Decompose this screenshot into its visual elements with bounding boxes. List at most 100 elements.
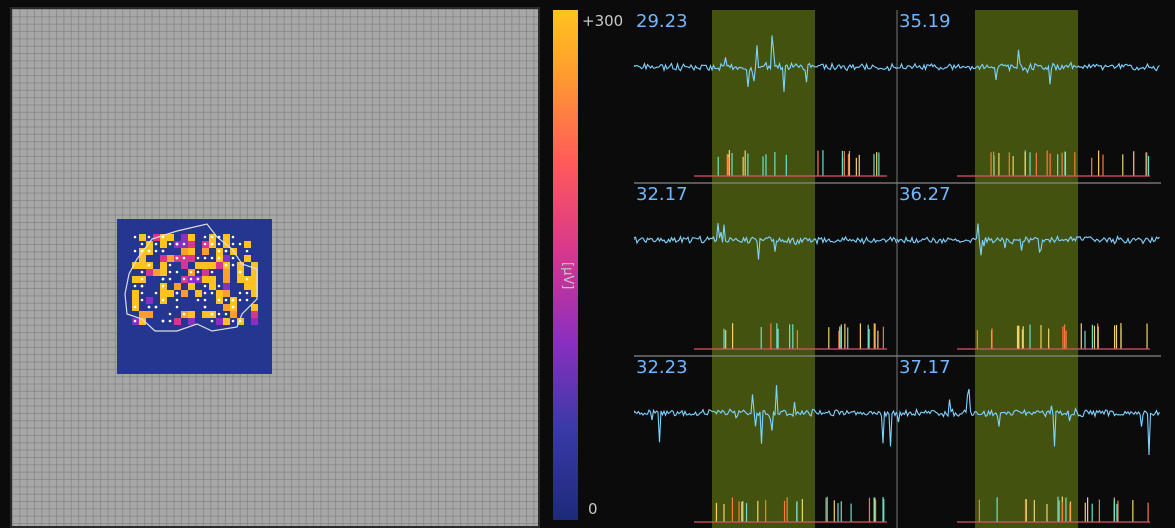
heatmap-cell xyxy=(251,276,258,283)
heatmap-cell xyxy=(223,276,230,283)
electrode-dot xyxy=(168,270,172,274)
electrode-dot xyxy=(217,242,221,246)
electrode-dot xyxy=(175,298,179,302)
heatmap-cell xyxy=(132,290,139,297)
electrode-dot xyxy=(133,284,137,288)
electrode-dot xyxy=(231,305,235,309)
heatmap-cell xyxy=(167,290,174,297)
heatmap-cell xyxy=(188,241,195,248)
electrode-dot xyxy=(182,242,186,246)
electrode-dot xyxy=(133,235,137,239)
electrode-dot xyxy=(154,291,158,295)
heatmap-cell xyxy=(202,276,209,283)
electrode-dot xyxy=(140,291,144,295)
heatmap-cell xyxy=(223,304,230,311)
electrode-dot xyxy=(224,298,228,302)
electrode-dot xyxy=(175,305,179,309)
heatmap-cell xyxy=(139,234,146,241)
heatmap-cell xyxy=(244,283,251,290)
heatmap-cell xyxy=(216,262,223,269)
electrode-dot xyxy=(133,305,137,309)
electrode-dot xyxy=(140,298,144,302)
electrode-dot xyxy=(203,242,207,246)
electrode-dot xyxy=(168,312,172,316)
electrode-dot xyxy=(175,256,179,260)
electrode-dot xyxy=(203,256,207,260)
electrode-dot xyxy=(210,319,214,323)
heatmap-cell xyxy=(209,283,216,290)
electrode-grid xyxy=(12,9,538,526)
heatmap-cell xyxy=(223,234,230,241)
heatmap-cell xyxy=(181,234,188,241)
electrode-dot xyxy=(245,277,249,281)
signal-trace-3 xyxy=(634,223,898,260)
electrode-dot xyxy=(210,242,214,246)
heatmap-cell xyxy=(195,290,202,297)
electrode-dot xyxy=(203,235,207,239)
heatmap-cell xyxy=(202,311,209,318)
electrode-dot xyxy=(203,305,207,309)
electrode-dot xyxy=(196,298,200,302)
colorbar-unit-label: [µV] xyxy=(560,262,575,290)
electrode-dot xyxy=(231,263,235,267)
electrode-dot xyxy=(210,312,214,316)
heatmap-cell xyxy=(244,255,251,262)
electrode-dot xyxy=(203,284,207,288)
electrode-dot xyxy=(133,249,137,253)
electrode-dot xyxy=(140,277,144,281)
heatmap-cell xyxy=(251,304,258,311)
heatmap-cell xyxy=(188,234,195,241)
electrode-dot xyxy=(161,249,165,253)
electrode-dot xyxy=(224,312,228,316)
electrode-dot xyxy=(189,270,193,274)
electrode-dot xyxy=(175,291,179,295)
heatmap-cell xyxy=(202,269,209,276)
electrode-dot xyxy=(147,235,151,239)
heatmap-cell xyxy=(216,318,223,325)
electrode-dot xyxy=(217,256,221,260)
electrode-dot xyxy=(210,291,214,295)
heatmap-cell xyxy=(188,248,195,255)
electrode-dot xyxy=(161,284,165,288)
electrode-dot xyxy=(231,319,235,323)
electrode-dot xyxy=(175,270,179,274)
electrode-dot xyxy=(168,277,172,281)
electrode-dot xyxy=(196,277,200,281)
electrode-array-view[interactable] xyxy=(10,7,540,528)
heatmap-cell xyxy=(244,241,251,248)
electrode-dot xyxy=(210,235,214,239)
trace-label-3: 32.17 xyxy=(636,184,688,205)
electrode-dot xyxy=(182,256,186,260)
colorbar-max-label: +300 xyxy=(582,12,624,30)
electrode-dot xyxy=(224,263,228,267)
electrode-dot xyxy=(238,298,242,302)
heatmap-cell xyxy=(160,290,167,297)
heatmap-cell xyxy=(251,311,258,318)
electrode-dot xyxy=(147,249,151,253)
electrode-dot xyxy=(245,298,249,302)
trace-label-1: 29.23 xyxy=(636,11,688,32)
heatmap-cell xyxy=(237,276,244,283)
heatmap-cell xyxy=(188,255,195,262)
electrode-dot xyxy=(203,298,207,302)
signal-trace-5 xyxy=(634,385,898,447)
electrode-dot xyxy=(161,319,165,323)
heatmap-cell xyxy=(160,269,167,276)
electrode-dot xyxy=(147,263,151,267)
electrode-dot xyxy=(210,270,214,274)
electrode-dot xyxy=(154,305,158,309)
electrode-dot xyxy=(147,305,151,309)
heatmap-cell xyxy=(251,290,258,297)
heatmap-cell xyxy=(188,311,195,318)
heatmap-cell xyxy=(237,262,244,269)
heatmap-cell xyxy=(223,318,230,325)
heatmap-cell xyxy=(223,269,230,276)
electrode-dot xyxy=(182,312,186,316)
heatmap-cell xyxy=(251,262,258,269)
electrode-dot xyxy=(140,249,144,253)
heatmap-cell xyxy=(146,269,153,276)
heatmap-cell xyxy=(160,262,167,269)
heatmap-cell xyxy=(181,248,188,255)
electrode-dot xyxy=(231,298,235,302)
heatmap-cell xyxy=(146,311,153,318)
